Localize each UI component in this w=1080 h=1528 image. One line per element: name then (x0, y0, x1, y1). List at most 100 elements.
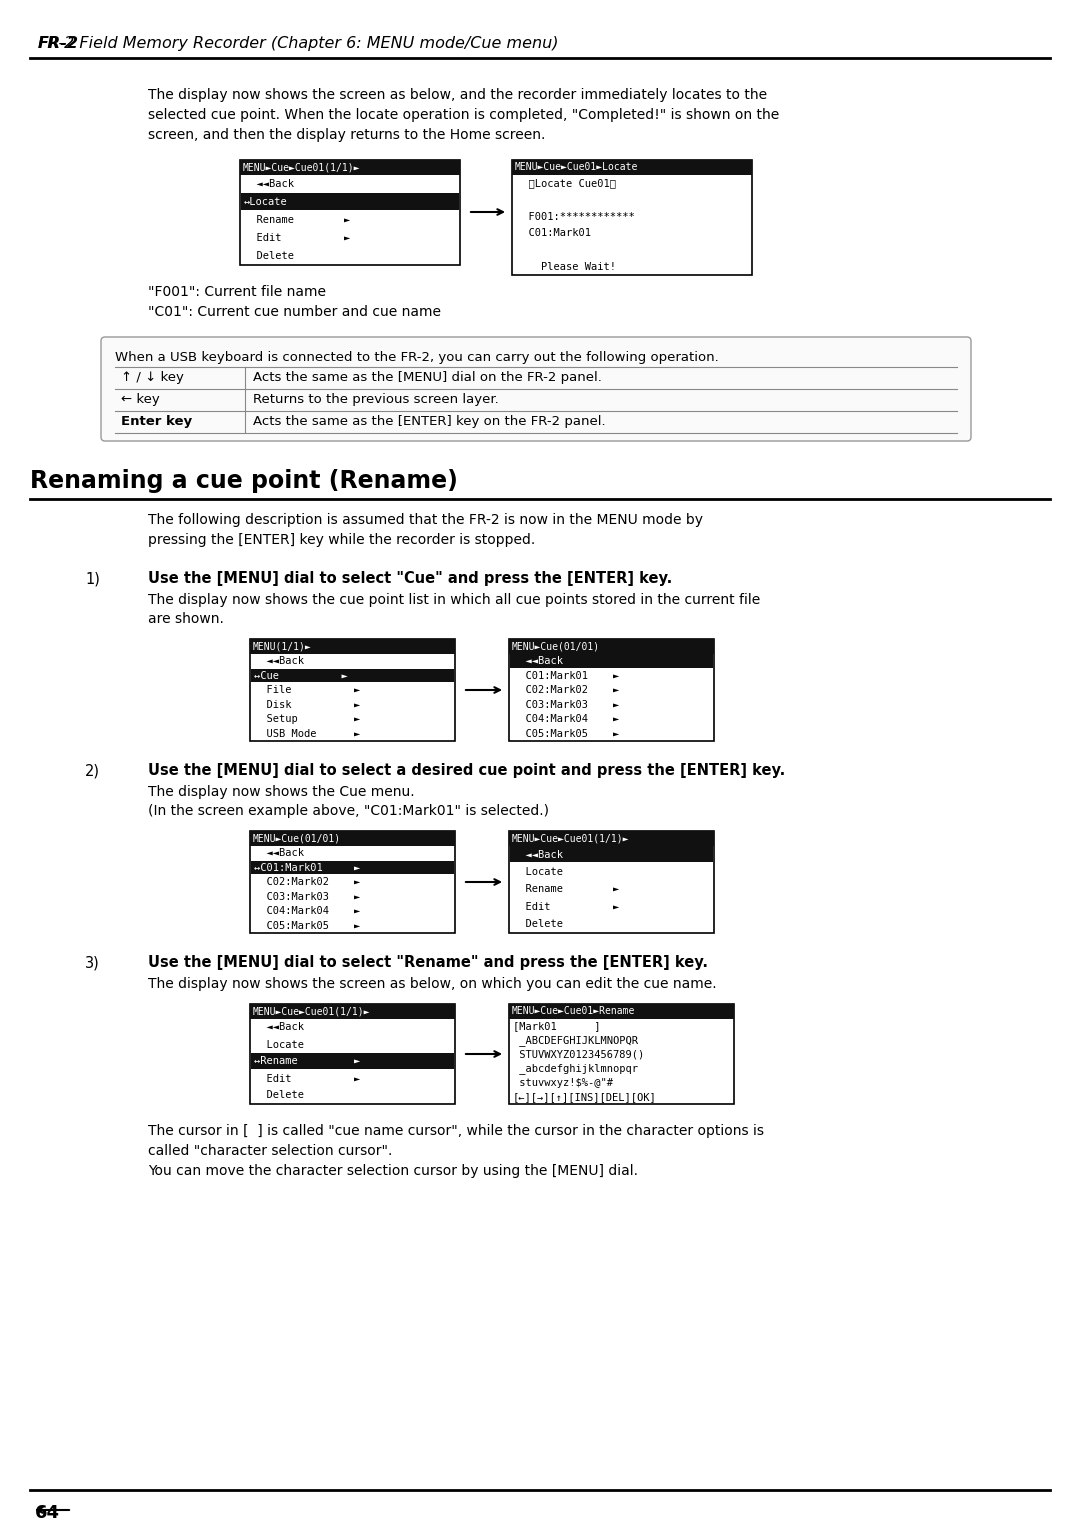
Text: Edit          ►: Edit ► (513, 902, 619, 912)
Bar (251, 860, 454, 874)
Text: Locate: Locate (254, 1039, 303, 1050)
Text: Returns to the previous screen layer.: Returns to the previous screen layer. (253, 394, 499, 406)
Text: C02:Mark02    ►: C02:Mark02 ► (513, 685, 619, 695)
Text: The cursor in [  ] is called "cue name cursor", while the cursor in the characte: The cursor in [ ] is called "cue name cu… (148, 1125, 764, 1138)
Text: ↔C01:Mark01     ►: ↔C01:Mark01 ► (254, 863, 361, 872)
Text: [Mark01      ]: [Mark01 ] (513, 1021, 600, 1031)
Text: ◄◄Back: ◄◄Back (244, 179, 294, 189)
Text: ↔Cue          ►: ↔Cue ► (254, 671, 348, 681)
Text: ◄◄Back: ◄◄Back (254, 656, 303, 666)
Text: C01:Mark01    ►: C01:Mark01 ► (513, 671, 619, 681)
Text: MENU►Cue►Cue01►Rename: MENU►Cue►Cue01►Rename (512, 1007, 635, 1016)
Text: "C01": Current cue number and cue name: "C01": Current cue number and cue name (148, 306, 441, 319)
Text: Edit          ►: Edit ► (254, 1074, 361, 1083)
Bar (249, 831, 455, 934)
Text: ↑ / ↓ key: ↑ / ↓ key (121, 371, 184, 385)
Text: selected cue point. When the locate operation is completed, "Completed!" is show: selected cue point. When the locate oper… (148, 108, 780, 122)
Text: Use the [MENU] dial to select a desired cue point and press the [ENTER] key.: Use the [MENU] dial to select a desired … (148, 762, 785, 778)
Text: STUVWXYZ0123456789(): STUVWXYZ0123456789() (513, 1050, 645, 1059)
Bar (249, 639, 455, 654)
Text: MENU(1/1)►: MENU(1/1)► (253, 642, 312, 651)
Text: 2): 2) (85, 762, 100, 778)
Bar (249, 831, 455, 847)
Text: File          ►: File ► (254, 685, 361, 695)
Text: _ABCDEFGHIJKLMNOPQR: _ABCDEFGHIJKLMNOPQR (513, 1034, 638, 1045)
Bar (240, 160, 460, 176)
Text: are shown.: are shown. (148, 613, 224, 626)
Text: [←][→][↑][INS][DEL][OK]: [←][→][↑][INS][DEL][OK] (513, 1093, 657, 1102)
Bar (509, 1004, 734, 1105)
Text: 3): 3) (85, 955, 99, 970)
Bar (512, 160, 752, 275)
Text: Rename        ►: Rename ► (244, 215, 350, 225)
Text: F001:************: F001:************ (516, 212, 635, 222)
Bar (251, 1053, 454, 1070)
Bar (240, 160, 460, 264)
Text: FR-2 Field Memory Recorder (Chapter 6: MENU mode/Cue menu): FR-2 Field Memory Recorder (Chapter 6: M… (38, 37, 558, 50)
Text: stuvwxyz!$%-@"#: stuvwxyz!$%-@"# (513, 1077, 613, 1088)
Text: MENU►Cue(01/01): MENU►Cue(01/01) (512, 642, 600, 651)
Text: 〈Locate Cue01〉: 〈Locate Cue01〉 (516, 179, 616, 188)
Text: Acts the same as the [ENTER] key on the FR-2 panel.: Acts the same as the [ENTER] key on the … (253, 416, 606, 428)
Text: Disk          ►: Disk ► (254, 700, 361, 709)
Text: MENU►Cue►Cue01►Locate: MENU►Cue►Cue01►Locate (515, 162, 638, 173)
Text: C04:Mark04    ►: C04:Mark04 ► (513, 714, 619, 724)
Text: Delete: Delete (254, 1091, 303, 1100)
Text: ◄◄Back: ◄◄Back (254, 1022, 303, 1033)
Text: Acts the same as the [MENU] dial on the FR-2 panel.: Acts the same as the [MENU] dial on the … (253, 371, 602, 385)
Text: MENU►Cue►Cue01(1/1)►: MENU►Cue►Cue01(1/1)► (253, 1007, 370, 1016)
Text: screen, and then the display returns to the Home screen.: screen, and then the display returns to … (148, 128, 545, 142)
Text: Delete: Delete (244, 251, 294, 261)
Text: ◄◄Back: ◄◄Back (254, 848, 303, 859)
Text: Use the [MENU] dial to select "Cue" and press the [ENTER] key.: Use the [MENU] dial to select "Cue" and … (148, 571, 672, 587)
Text: C05:Mark05    ►: C05:Mark05 ► (254, 921, 361, 931)
Text: C05:Mark05    ►: C05:Mark05 ► (513, 729, 619, 738)
Text: 1): 1) (85, 571, 99, 587)
Bar (509, 831, 714, 847)
Text: C02:Mark02    ►: C02:Mark02 ► (254, 877, 361, 888)
Text: C01:Mark01: C01:Mark01 (516, 228, 591, 238)
Text: The display now shows the screen as below, and the recorder immediately locates : The display now shows the screen as belo… (148, 89, 767, 102)
Text: The display now shows the Cue menu.: The display now shows the Cue menu. (148, 785, 415, 799)
Text: "F001": Current file name: "F001": Current file name (148, 286, 326, 299)
Text: C04:Mark04    ►: C04:Mark04 ► (254, 906, 361, 917)
Text: Locate: Locate (513, 866, 563, 877)
Text: Setup         ►: Setup ► (254, 714, 361, 724)
Text: ↔Locate: ↔Locate (244, 197, 287, 206)
Bar (509, 831, 714, 934)
Bar (510, 847, 713, 862)
Bar (249, 1004, 455, 1019)
Bar (509, 639, 714, 654)
Text: called "character selection cursor".: called "character selection cursor". (148, 1144, 392, 1158)
Text: Renaming a cue point (Rename): Renaming a cue point (Rename) (30, 469, 458, 494)
Text: Rename        ►: Rename ► (513, 885, 619, 894)
Text: 64: 64 (35, 1504, 60, 1522)
Text: C03:Mark03    ►: C03:Mark03 ► (254, 892, 361, 902)
Text: USB Mode      ►: USB Mode ► (254, 729, 361, 738)
Text: When a USB keyboard is connected to the FR-2, you can carry out the following op: When a USB keyboard is connected to the … (114, 351, 719, 364)
Text: The display now shows the screen as below, on which you can edit the cue name.: The display now shows the screen as belo… (148, 976, 717, 992)
Text: MENU►Cue(01/01): MENU►Cue(01/01) (253, 833, 341, 843)
Text: pressing the [ENTER] key while the recorder is stopped.: pressing the [ENTER] key while the recor… (148, 533, 536, 547)
Bar (509, 1004, 734, 1019)
Bar (249, 1004, 455, 1105)
Bar (509, 639, 714, 741)
Text: ↔Rename         ►: ↔Rename ► (254, 1056, 361, 1067)
Bar (241, 193, 459, 209)
Text: Please Wait!: Please Wait! (516, 261, 616, 272)
Text: (In the screen example above, "C01:Mark01" is selected.): (In the screen example above, "C01:Mark0… (148, 804, 549, 817)
Text: You can move the character selection cursor by using the [MENU] dial.: You can move the character selection cur… (148, 1164, 638, 1178)
FancyBboxPatch shape (102, 338, 971, 442)
Text: ◄◄Back: ◄◄Back (513, 850, 563, 860)
Text: ← key: ← key (121, 394, 160, 406)
Text: MENU►Cue►Cue01(1/1)►: MENU►Cue►Cue01(1/1)► (243, 162, 361, 173)
Bar (510, 654, 713, 668)
Text: Use the [MENU] dial to select "Rename" and press the [ENTER] key.: Use the [MENU] dial to select "Rename" a… (148, 955, 708, 970)
Text: C03:Mark03    ►: C03:Mark03 ► (513, 700, 619, 709)
Text: ◄◄Back: ◄◄Back (513, 656, 563, 666)
Text: _abcdefghijklmnopqr: _abcdefghijklmnopqr (513, 1063, 638, 1074)
Bar (251, 669, 454, 681)
Text: The following description is assumed that the FR-2 is now in the MENU mode by: The following description is assumed tha… (148, 513, 703, 527)
Text: MENU►Cue►Cue01(1/1)►: MENU►Cue►Cue01(1/1)► (512, 833, 630, 843)
Text: Delete: Delete (513, 920, 563, 929)
